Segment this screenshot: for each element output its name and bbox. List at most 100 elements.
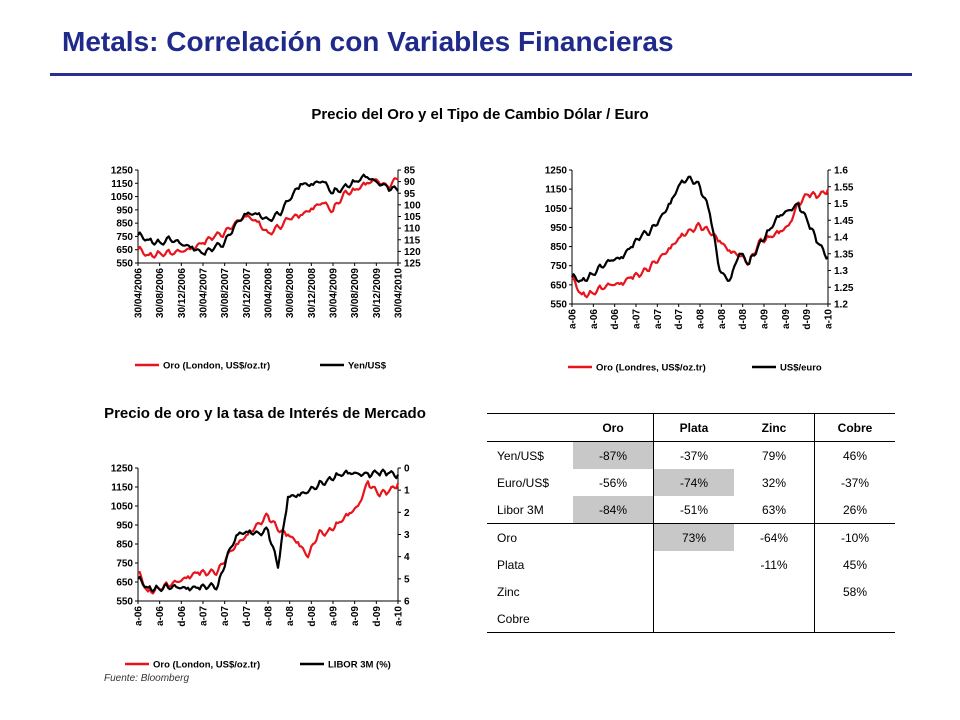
y-left-tick-label: 1150: [545, 185, 567, 196]
table-row-label: Yen/US$: [497, 448, 544, 463]
x-tick-label: a-08: [717, 309, 728, 329]
financial-variable-series: [137, 468, 399, 593]
x-tick-label: d-07: [242, 606, 253, 627]
y-right-tick-label: 95: [404, 189, 416, 200]
x-tick-label: a-06: [589, 309, 600, 329]
x-tick-label: a-07: [199, 606, 210, 626]
y-right-tick-label: 1: [404, 486, 410, 497]
y-left-tick-label: 1050: [545, 204, 568, 215]
y-left-tick-label: 650: [116, 245, 133, 256]
y-right-tick-label: 3: [404, 530, 410, 541]
legend-label: Oro (Londres, US$/oz.tr): [596, 363, 706, 374]
y-left-tick-label: 750: [116, 559, 133, 570]
x-tick-label: a-07: [220, 606, 231, 626]
x-tick-label: 30/08/2007: [220, 268, 231, 318]
table-cell: -37%: [679, 448, 708, 463]
y-left-tick-label: 1150: [111, 483, 133, 494]
y-left-tick-label: 950: [550, 223, 567, 234]
y-right-tick-label: 1.55: [834, 182, 854, 193]
y-right-tick-label: 1.3: [834, 266, 848, 277]
x-tick-label: a-08: [696, 309, 707, 329]
table-cell: [814, 605, 895, 633]
y-right-tick-label: 125: [404, 259, 421, 270]
table-cell: -56%: [573, 469, 654, 496]
table-cell: -37%: [840, 475, 869, 490]
table-cell: [573, 551, 654, 578]
x-tick-label: a-10: [824, 309, 835, 329]
table-cell: 63%: [734, 496, 815, 524]
y-left-tick-label: 550: [116, 597, 133, 608]
x-tick-label: 30/12/2006: [177, 268, 188, 318]
y-right-tick-label: 110: [404, 224, 421, 235]
y-right-tick-label: 1.2: [834, 300, 848, 311]
x-tick-label: d-06: [177, 606, 188, 627]
table-cell: 46%: [842, 448, 868, 463]
y-right-tick-label: 115: [404, 235, 421, 246]
y-right-tick-label: 2: [404, 508, 410, 519]
financial-variable-series: [571, 175, 829, 283]
table-cell: -84%: [573, 496, 654, 524]
table-row: Oro 73% -64% -10%: [487, 523, 895, 551]
y-right-tick-label: 105: [404, 212, 421, 223]
table-row: Plata -11% 45%: [487, 551, 895, 578]
table-cell: 26%: [842, 502, 868, 517]
table-header-cell: Oro: [573, 413, 654, 442]
x-tick-label: a-10: [394, 606, 405, 626]
table-cell: [573, 605, 654, 633]
table-row-label: Cobre: [487, 605, 573, 633]
table-cell: [654, 551, 735, 578]
y-left-tick-label: 950: [116, 205, 133, 216]
table-row-label: Euro/US$: [497, 475, 550, 490]
slide-title: Metals: Correlación con Variables Financ…: [62, 26, 674, 57]
y-left-tick-label: 950: [116, 521, 133, 532]
y-right-tick-label: 1.45: [834, 216, 854, 227]
legend-label: Oro (London, US$/oz.tr): [163, 361, 270, 372]
y-right-tick-label: 1.4: [834, 233, 848, 244]
x-tick-label: 30/04/2010: [394, 268, 405, 318]
table-row: Euro/US$ -56% -74% 32% -37%: [487, 469, 895, 496]
legend-label: US$/euro: [780, 363, 822, 374]
table-cell: 32%: [734, 469, 815, 496]
x-tick-label: d-08: [307, 606, 318, 627]
table-cell: -64%: [734, 523, 815, 551]
y-right-tick-label: 1.35: [834, 249, 854, 260]
table-cell: -74%: [653, 469, 734, 496]
y-right-tick-label: 4: [404, 552, 410, 563]
gold-price-series: [571, 188, 830, 299]
x-tick-label: 30/12/2007: [242, 268, 253, 318]
table-cell: -11%: [734, 551, 815, 578]
gold-price-series: [137, 480, 400, 595]
financial-variable-series: [137, 173, 399, 256]
y-right-tick-label: 5: [404, 574, 410, 585]
y-right-tick-label: 100: [404, 200, 421, 211]
table-cell: 79%: [734, 441, 815, 469]
x-tick-label: a-06: [155, 606, 166, 626]
table-row: Zinc 58%: [487, 578, 895, 605]
x-tick-label: a-07: [653, 309, 664, 329]
y-right-tick-label: 1.6: [834, 166, 848, 177]
table-row-label: Oro: [487, 523, 573, 551]
x-tick-label: 30/04/2006: [134, 268, 145, 318]
y-right-tick-label: 85: [404, 166, 416, 177]
y-left-tick-label: 1250: [111, 464, 134, 475]
gold-price-series: [137, 177, 399, 259]
table-header-row: Oro Plata Zinc Cobre: [487, 413, 895, 442]
chart-title-bottom: Precio de oro y la tasa de Interés de Me…: [104, 405, 426, 422]
gold-vs-libor-chart: 1250 1150 1050 950 850 750 650 550 0 1 2 3 4 5 6 a-06 a-…: [111, 464, 410, 671]
x-tick-label: 30/04/2009: [329, 268, 340, 318]
x-tick-label: a-08: [285, 606, 296, 626]
x-tick-label: 30/04/2008: [264, 268, 275, 318]
table-row: Cobre: [487, 605, 895, 633]
table-row: Yen/US$ -87% -37% 79% 46%: [487, 441, 895, 469]
table-cell: -51%: [679, 502, 708, 517]
y-right-tick-label: 1.25: [834, 283, 854, 294]
y-left-tick-label: 850: [550, 242, 567, 253]
legend-label: Oro (London, US$/oz.tr): [153, 660, 260, 671]
y-left-tick-label: 1050: [111, 502, 134, 513]
x-tick-label: a-07: [632, 309, 643, 329]
x-tick-label: a-06: [134, 606, 145, 626]
y-right-tick-label: 1.5: [834, 199, 848, 210]
source-note: Fuente: Bloomberg: [104, 673, 190, 684]
x-tick-label: a-08: [264, 606, 275, 626]
legend-label: LIBOR 3M (%): [328, 660, 391, 671]
